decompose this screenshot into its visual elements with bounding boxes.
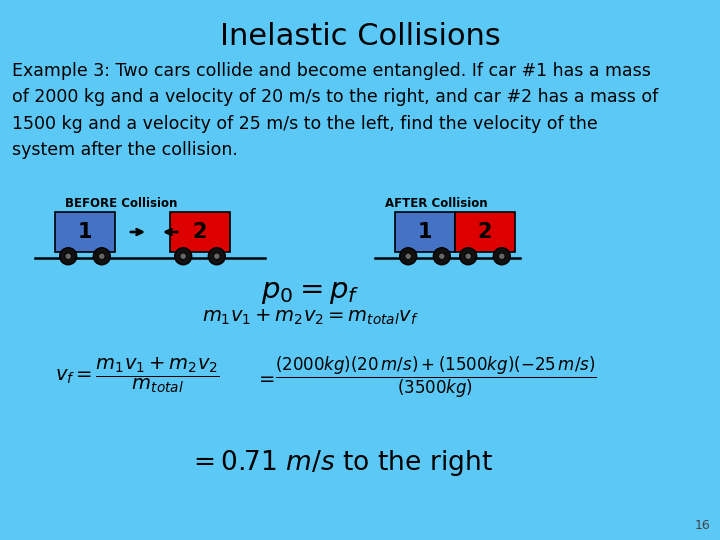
Text: $\dfrac{(2000kg)(20\,m/s)+(1500kg)(-25\,m/s)}{(3500kg)}$: $\dfrac{(2000kg)(20\,m/s)+(1500kg)(-25\,…: [275, 355, 597, 400]
Circle shape: [405, 253, 411, 260]
Text: 16: 16: [694, 519, 710, 532]
Text: $= 0.71\ \mathit{m/s}\ \mathrm{to\ the\ right}$: $= 0.71\ \mathit{m/s}\ \mathrm{to\ the\ …: [188, 448, 492, 478]
Text: AFTER Collision: AFTER Collision: [385, 197, 487, 210]
Circle shape: [99, 253, 105, 260]
Circle shape: [400, 248, 417, 265]
FancyBboxPatch shape: [55, 212, 115, 252]
Text: of 2000 kg and a velocity of 20 m/s to the right, and car #2 has a mass of: of 2000 kg and a velocity of 20 m/s to t…: [12, 89, 658, 106]
Text: system after the collision.: system after the collision.: [12, 141, 238, 159]
Circle shape: [94, 248, 110, 265]
Text: $=$: $=$: [255, 368, 275, 387]
Text: $p_0 = p_f$: $p_0 = p_f$: [261, 278, 359, 306]
Circle shape: [433, 248, 450, 265]
Circle shape: [180, 253, 186, 260]
FancyBboxPatch shape: [395, 212, 455, 252]
Text: BEFORE Collision: BEFORE Collision: [65, 197, 177, 210]
Text: $m_1v_1 + m_2v_2 = m_{total}v_f$: $m_1v_1 + m_2v_2 = m_{total}v_f$: [202, 308, 418, 327]
Circle shape: [465, 253, 472, 260]
Text: Example 3: Two cars collide and become entangled. If car #1 has a mass: Example 3: Two cars collide and become e…: [12, 62, 651, 80]
Text: $v_f = \dfrac{m_1v_1 + m_2v_2}{m_{total}}$: $v_f = \dfrac{m_1v_1 + m_2v_2}{m_{total}…: [55, 355, 220, 395]
Circle shape: [175, 248, 192, 265]
Circle shape: [438, 253, 445, 260]
Circle shape: [60, 248, 77, 265]
Text: 1: 1: [418, 222, 432, 242]
Text: 2: 2: [193, 222, 207, 242]
Circle shape: [208, 248, 225, 265]
Circle shape: [459, 248, 477, 265]
Text: 2: 2: [478, 222, 492, 242]
Text: Inelastic Collisions: Inelastic Collisions: [220, 22, 500, 51]
Circle shape: [498, 253, 505, 260]
FancyBboxPatch shape: [455, 212, 515, 252]
Circle shape: [65, 253, 71, 260]
Text: 1500 kg and a velocity of 25 m/s to the left, find the velocity of the: 1500 kg and a velocity of 25 m/s to the …: [12, 115, 598, 133]
Circle shape: [214, 253, 220, 260]
Text: 1: 1: [78, 222, 92, 242]
FancyBboxPatch shape: [170, 212, 230, 252]
Circle shape: [493, 248, 510, 265]
